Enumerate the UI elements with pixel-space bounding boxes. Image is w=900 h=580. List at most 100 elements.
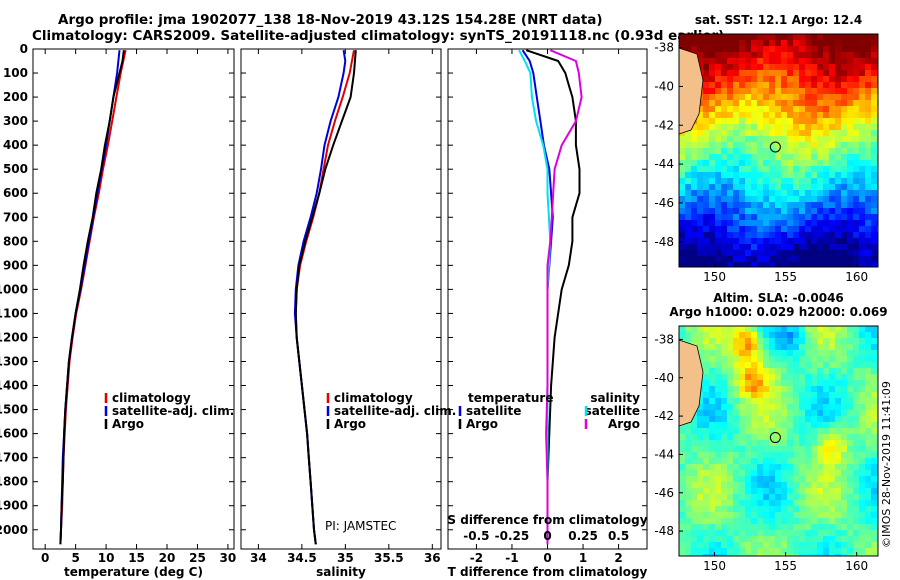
sst_map-cell — [865, 52, 871, 58]
sst_map-cell — [871, 238, 877, 244]
sla_map-cell — [769, 554, 775, 556]
sla_map-cell — [757, 470, 763, 476]
sla_map-cell — [871, 332, 877, 338]
sst_map-cell — [865, 46, 871, 52]
sla_map-cell — [805, 338, 811, 344]
sla_map-cell — [697, 344, 703, 350]
sst_map-cell — [841, 244, 847, 250]
sst_map-cell — [685, 208, 691, 214]
sst_map-cell — [829, 220, 835, 226]
sla_map-cell — [865, 470, 871, 476]
sst_map-cell — [799, 238, 805, 244]
sla_map-cell — [703, 500, 709, 506]
sla_map-cell — [721, 536, 727, 542]
sla_map-cell — [757, 458, 763, 464]
sla_map-cell — [685, 422, 691, 428]
sla_map-cell — [811, 332, 817, 338]
sst_map-cell — [691, 184, 697, 190]
sla_map-cell — [715, 428, 721, 434]
sla_map-cell — [709, 356, 715, 362]
sla_map-cell — [739, 440, 745, 446]
sst_map-cell — [871, 190, 877, 196]
sla_map-cell — [709, 344, 715, 350]
sst_map-cell — [775, 166, 781, 172]
sla_map-cell — [745, 524, 751, 530]
sst_map-cell — [865, 58, 871, 64]
sst_map-cell — [871, 94, 877, 100]
sla_map-cell — [805, 452, 811, 458]
sla_map-cell — [727, 374, 733, 380]
sst_map-cell — [721, 34, 727, 40]
sla_map-cell — [859, 368, 865, 374]
sla_map-cell — [793, 416, 799, 422]
sla_map-cell — [799, 350, 805, 356]
sla_map-cell — [757, 494, 763, 500]
sla_map-cell — [775, 518, 781, 524]
sla_map-cell — [781, 440, 787, 446]
sst_map-cell — [835, 154, 841, 160]
sla_map-cell — [793, 512, 799, 518]
sst_map-cell — [823, 76, 829, 82]
sst_map-cell — [787, 40, 793, 46]
sla_map-cell — [871, 416, 877, 422]
sst_map-field — [679, 34, 878, 267]
sst_map-cell — [679, 238, 685, 244]
sla_map-cell — [739, 542, 745, 548]
sst_map-cell — [781, 208, 787, 214]
sst_map-cell — [865, 40, 871, 46]
sst_map-cell — [703, 238, 709, 244]
sla_map-cell — [757, 476, 763, 482]
sst_map-cell — [781, 160, 787, 166]
sla_map-cell — [769, 452, 775, 458]
sla_map-cell — [823, 494, 829, 500]
sst_map-cell — [775, 142, 781, 148]
sla_map-cell — [757, 374, 763, 380]
sst_map-cell — [757, 76, 763, 82]
sst_map-cell — [709, 40, 715, 46]
sst_map-cell — [727, 238, 733, 244]
sst_map-cell — [715, 136, 721, 142]
sla_map-cell — [727, 410, 733, 416]
sst_map-cell — [829, 64, 835, 70]
diff-legend-temperature-title: temperature — [468, 391, 553, 405]
sla_map-cell — [805, 428, 811, 434]
diff-top-tick-label: -0.5 — [463, 529, 489, 543]
sla_map-cell — [805, 362, 811, 368]
sla_map-cell — [769, 350, 775, 356]
sla_map-cell — [697, 416, 703, 422]
sst_map-cell — [757, 238, 763, 244]
sst_map-cell — [841, 52, 847, 58]
sst_map-cell — [841, 106, 847, 112]
sst_map-cell — [763, 64, 769, 70]
sst_map-cell — [829, 184, 835, 190]
sla_map-cell — [787, 536, 793, 542]
sla_map-cell — [703, 332, 709, 338]
sla_map-cell — [841, 392, 847, 398]
sst_map-cell — [793, 214, 799, 220]
sst_map-cell — [811, 34, 817, 40]
sla_map-cell — [817, 410, 823, 416]
sst_map-cell — [757, 202, 763, 208]
sla_map-cell — [871, 542, 877, 548]
sla_map-cell — [697, 434, 703, 440]
sst_map-cell — [805, 160, 811, 166]
sla_map-cell — [829, 452, 835, 458]
sst_map-cell — [703, 154, 709, 160]
sst_map-cell — [859, 262, 865, 267]
sst_map-frame — [678, 33, 879, 268]
sla_map-cell — [763, 416, 769, 422]
sla_map-cell — [853, 458, 859, 464]
sla_map-cell — [835, 530, 841, 536]
sst_map-cell — [763, 100, 769, 106]
sst_map-cell — [781, 106, 787, 112]
sla_map-cell — [757, 350, 763, 356]
sla_map-cell — [805, 380, 811, 386]
salinity-argo-line — [294, 50, 357, 545]
sst_map-cell — [835, 100, 841, 106]
sla_map-cell — [721, 446, 727, 452]
sla_map-cell — [811, 488, 817, 494]
sst_map-cell — [817, 118, 823, 124]
title-line-2: Climatology: CARS2009. Satellite-adjuste… — [32, 28, 725, 44]
sst_map-cell — [733, 250, 739, 256]
sla_map-cell — [835, 476, 841, 482]
